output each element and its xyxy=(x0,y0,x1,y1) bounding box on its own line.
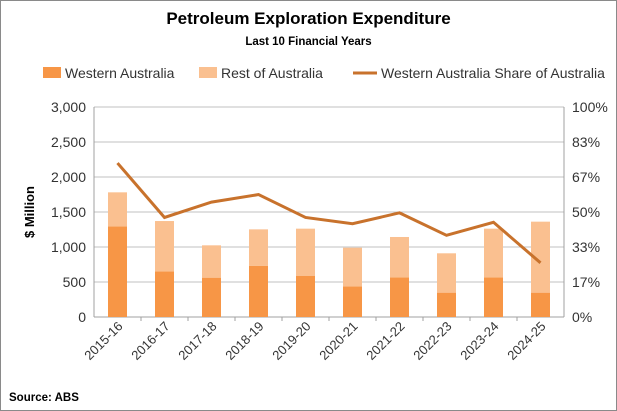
y2-tick-label: 0% xyxy=(572,309,592,325)
y-tick-label: 0 xyxy=(78,309,86,325)
bar-rest-of-australia xyxy=(202,245,221,278)
x-tick-label: 2018-19 xyxy=(222,319,266,363)
y2-tick-label: 83% xyxy=(572,134,600,150)
chart-subtitle: Last 10 Financial Years xyxy=(245,36,372,48)
y2-tick-label: 67% xyxy=(572,169,600,185)
x-tick-label: 2021-22 xyxy=(363,319,407,363)
share-line xyxy=(116,162,542,264)
y2-tick-label: 50% xyxy=(572,204,600,220)
x-tick-label: 2019-20 xyxy=(269,319,313,363)
chart-title: Petroleum Exploration Expenditure xyxy=(166,9,451,28)
source-note: Source: ABS xyxy=(9,392,79,404)
bar-rest-of-australia xyxy=(249,229,268,266)
y-tick-label: 1,000 xyxy=(51,239,86,255)
bar-rest-of-australia xyxy=(531,221,550,293)
bar-western-australia xyxy=(437,292,456,317)
x-tick-label: 2023-24 xyxy=(457,319,501,363)
legend-label: Rest of Australia xyxy=(221,65,323,81)
bar-western-australia xyxy=(155,271,174,317)
y-tick-label: 2,000 xyxy=(51,169,86,185)
y2-tick-label: 33% xyxy=(572,239,600,255)
legend-label: Western Australia xyxy=(65,65,175,81)
bar-rest-of-australia xyxy=(108,192,127,227)
y2-tick-label: 100% xyxy=(572,99,608,115)
bar-western-australia xyxy=(296,275,315,317)
x-tick-label: 2024-25 xyxy=(504,319,548,363)
x-tick-label: 2020-21 xyxy=(316,319,360,363)
bar-western-australia xyxy=(484,277,503,317)
bar-western-australia xyxy=(202,277,221,317)
bar-rest-of-australia xyxy=(390,236,409,278)
bar-western-australia xyxy=(390,277,409,317)
bar-rest-of-australia xyxy=(296,228,315,276)
legend-swatch-western-australia xyxy=(43,67,61,78)
bar-western-australia xyxy=(249,265,268,317)
x-tick-label: 2015-16 xyxy=(81,319,125,363)
bar-rest-of-australia xyxy=(155,221,174,272)
bar-rest-of-australia xyxy=(437,253,456,293)
bar-rest-of-australia xyxy=(484,228,503,278)
bar-rest-of-australia xyxy=(343,247,362,287)
y-axis-label: $ Million xyxy=(22,186,37,238)
x-tick-label: 2022-23 xyxy=(410,319,454,363)
y-tick-label: 1,500 xyxy=(51,204,86,220)
bar-western-australia xyxy=(343,286,362,317)
bar-western-australia xyxy=(108,226,127,317)
x-tick-label: 2017-18 xyxy=(175,319,219,363)
y2-tick-label: 17% xyxy=(572,274,600,290)
y-tick-label: 3,000 xyxy=(51,99,86,115)
x-tick-label: 2016-17 xyxy=(128,319,172,363)
bar-western-australia xyxy=(531,292,550,317)
legend-swatch-rest-of-australia xyxy=(199,67,217,78)
y-tick-label: 2,500 xyxy=(51,134,86,150)
y-tick-label: 500 xyxy=(63,274,87,290)
legend-label: Western Australia Share of Australia xyxy=(381,65,605,81)
